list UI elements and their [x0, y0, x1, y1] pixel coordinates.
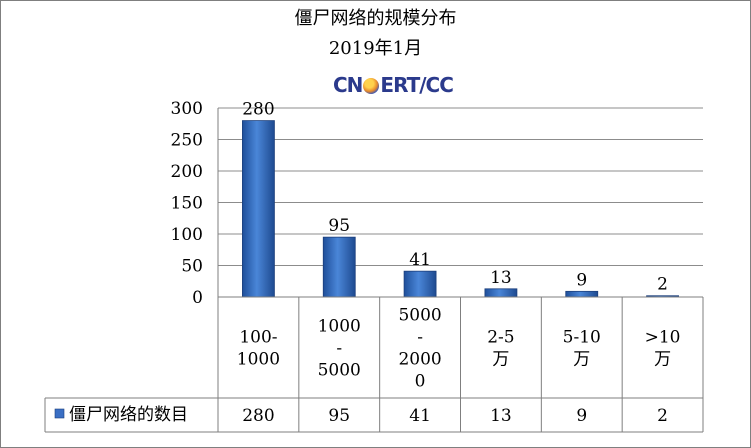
category-label: 万: [492, 350, 509, 370]
gridlines: [218, 107, 703, 298]
table-value: 280: [242, 406, 274, 426]
category-label: 1000: [318, 317, 361, 337]
data-label: 41: [409, 250, 431, 270]
y-tick-label: 100: [171, 225, 203, 245]
data-label: 95: [328, 216, 350, 236]
bar: [565, 290, 599, 298]
table-value: 95: [328, 406, 350, 426]
category-label: 5000: [318, 361, 361, 381]
table-value: 13: [490, 406, 512, 426]
bar: [484, 288, 518, 298]
y-tick-label: 250: [171, 131, 203, 151]
chart-title: 僵尸网络的规模分布: [294, 8, 457, 29]
bars: [242, 120, 679, 298]
category-label: -: [336, 339, 342, 359]
data-label: 13: [490, 268, 512, 288]
data-label: 2: [657, 275, 668, 295]
category-label: >10: [645, 328, 681, 348]
table-value: 41: [409, 406, 431, 426]
category-label: 万: [654, 350, 671, 370]
bar: [322, 236, 356, 298]
y-tick-label: 50: [181, 257, 203, 277]
category-label: 2000: [398, 350, 441, 370]
y-tick-label: 300: [171, 99, 203, 119]
category-label: 100-: [239, 328, 277, 348]
data-labels: 280 95 41 13 9 2: [242, 100, 668, 295]
cncert-logo: CN ERT/CC: [333, 73, 454, 97]
category-label: 1000: [237, 350, 280, 370]
bar: [403, 270, 437, 298]
data-label: 280: [242, 100, 274, 120]
table-value: 9: [576, 406, 587, 426]
category-label: 2-5: [487, 328, 514, 348]
legend-swatch: [54, 408, 65, 419]
category-label: 万: [573, 350, 590, 370]
category-label: 5000: [398, 306, 441, 326]
category-label: 5-10: [563, 328, 601, 348]
y-tick-label: 150: [171, 194, 203, 214]
bar: [242, 120, 275, 298]
globe-icon: [363, 78, 380, 94]
chart-subtitle: 2019年1月: [328, 38, 423, 59]
y-tick-label: 0: [192, 288, 203, 308]
data-label: 9: [576, 270, 587, 290]
category-label: 0: [415, 372, 426, 392]
table-value: 2: [657, 406, 668, 426]
category-label: -: [417, 328, 423, 348]
data-table: 100-10001000-50005000-200002-5万5-10万>10万…: [44, 296, 704, 433]
legend-label: 僵尸网络的数目: [69, 405, 188, 425]
y-axis: 0 50 100 150 200 250 300: [171, 99, 219, 308]
y-tick-label: 200: [171, 162, 203, 182]
